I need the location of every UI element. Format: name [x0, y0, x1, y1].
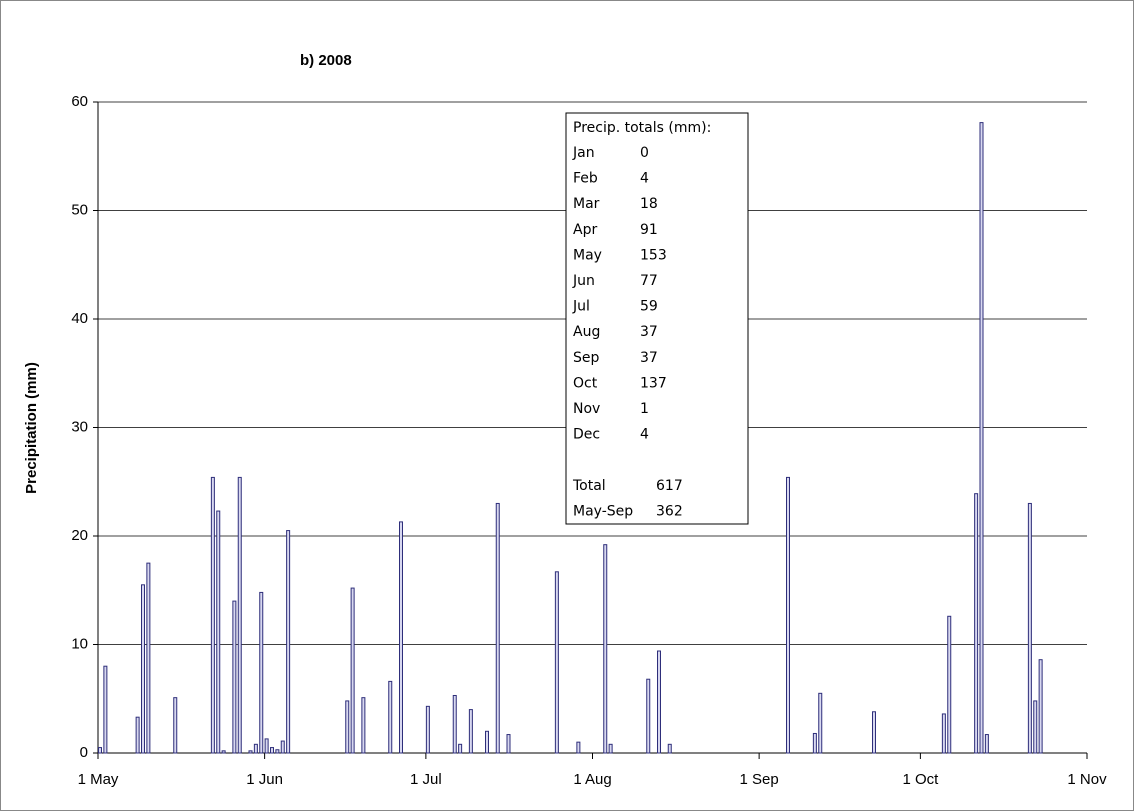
bar	[221, 750, 226, 754]
y-tick-label: 10	[71, 635, 88, 652]
bar	[141, 584, 145, 754]
inset-month: Jun	[572, 273, 595, 289]
bar	[253, 743, 258, 754]
x-tick-label: 1 Sep	[740, 771, 779, 788]
bar	[947, 615, 952, 754]
bar	[98, 747, 102, 754]
inset-value: 0	[640, 145, 649, 161]
inset-month: Feb	[573, 171, 598, 187]
inset-month: Oct	[573, 375, 598, 391]
x-tick-label: 1 Nov	[1067, 771, 1107, 788]
bar	[248, 750, 253, 754]
bar	[425, 705, 430, 754]
inset-month: May	[573, 247, 602, 263]
bar	[237, 476, 242, 754]
inset-value: 18	[640, 196, 658, 212]
y-tick-label: 30	[71, 418, 88, 435]
inset-total-label: Total	[572, 478, 606, 494]
x-tick-label: 1 May	[78, 771, 119, 788]
inset-month: Sep	[573, 350, 600, 366]
x-tick-label: 1 Jul	[410, 771, 442, 788]
bar	[646, 678, 651, 754]
inset-value: 4	[640, 427, 649, 443]
chart-title: b) 2008	[300, 52, 352, 69]
bar	[399, 521, 403, 754]
bar	[275, 749, 280, 754]
bar	[259, 591, 264, 754]
bar	[495, 502, 500, 754]
bar	[232, 600, 237, 754]
inset-value: 91	[640, 222, 658, 238]
bar	[458, 743, 463, 754]
inset-value: 77	[640, 273, 658, 289]
bar	[1027, 502, 1032, 754]
bar	[812, 732, 817, 754]
bar	[1038, 659, 1043, 754]
inset-month: Jul	[572, 299, 590, 315]
y-tick-label: 40	[71, 310, 88, 327]
bar	[173, 697, 178, 754]
bar	[786, 476, 790, 754]
inset-value: 37	[640, 350, 658, 366]
bar	[388, 680, 393, 754]
bar	[210, 476, 215, 754]
inset-month: Mar	[573, 196, 600, 212]
inset-value: 4	[640, 171, 649, 187]
bar	[103, 665, 108, 754]
bar	[345, 700, 350, 754]
bar	[554, 571, 559, 754]
bar	[280, 740, 285, 754]
inset-month: Jan	[572, 145, 595, 161]
bar	[270, 747, 274, 754]
inset-value: 37	[640, 324, 658, 340]
bar	[603, 544, 608, 754]
bar	[485, 730, 489, 754]
inset-month: Apr	[573, 222, 597, 238]
y-tick-label: 20	[71, 527, 88, 544]
bar	[1033, 700, 1038, 754]
bar	[667, 743, 672, 754]
bar	[452, 694, 457, 754]
bar	[941, 713, 946, 754]
bar	[984, 734, 989, 754]
inset-box	[565, 112, 749, 525]
inset-title: Precip. totals (mm):	[573, 120, 711, 136]
bar	[576, 741, 581, 754]
inset-total-value: 362	[656, 503, 683, 519]
inset-month: Dec	[573, 427, 600, 443]
inset-value: 59	[640, 299, 658, 315]
inset-month: Nov	[573, 401, 600, 417]
inset-total-label: May-Sep	[573, 503, 633, 519]
y-tick-label: 0	[80, 744, 88, 761]
x-tick-label: 1 Aug	[573, 771, 611, 788]
bar	[979, 122, 984, 754]
bar	[818, 692, 823, 754]
y-tick-label: 60	[71, 93, 88, 110]
bar	[872, 711, 876, 754]
bar	[657, 650, 661, 754]
bar	[468, 709, 473, 754]
bar	[146, 562, 151, 754]
bar	[361, 697, 366, 754]
y-axis-label: Precipitation (mm)	[23, 362, 40, 494]
x-tick-label: 1 Oct	[902, 771, 939, 788]
x-tick-label: 1 Jun	[246, 771, 283, 788]
inset: Precip. totals (mm): Jan 0 Feb 4 Mar 18 Apr 91 Ma…	[565, 112, 749, 525]
y-tick-label: 50	[71, 201, 88, 218]
bar	[350, 587, 355, 754]
bar	[135, 716, 140, 754]
inset-value: 137	[640, 375, 667, 391]
inset-value: 153	[640, 247, 667, 263]
inset-month: Aug	[573, 324, 600, 340]
bar	[264, 738, 269, 754]
inset-value: 1	[640, 401, 649, 417]
inset-total-value: 617	[656, 478, 683, 494]
bar	[506, 734, 511, 754]
bar	[608, 743, 613, 754]
bar	[286, 530, 291, 754]
bar	[974, 493, 979, 754]
bar	[216, 510, 221, 754]
